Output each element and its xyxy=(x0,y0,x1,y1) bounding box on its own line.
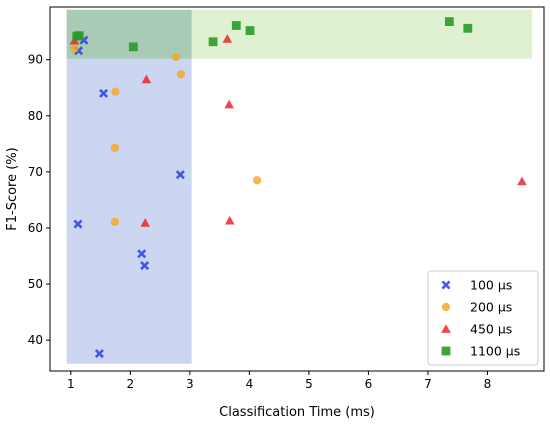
data-point xyxy=(224,99,234,109)
x-tick-label: 2 xyxy=(127,377,135,391)
x-axis-ticks: 1 2 3 4 5 6 7 8 xyxy=(67,371,491,391)
x-tick-label: 8 xyxy=(484,377,492,391)
data-point xyxy=(140,261,150,271)
data-point xyxy=(208,37,218,47)
legend-label: 1100 µs xyxy=(470,344,520,359)
legend-marker xyxy=(441,280,451,290)
data-point xyxy=(171,52,181,62)
data-point xyxy=(110,217,120,227)
data-point xyxy=(517,176,527,186)
legend-label: 100 µs xyxy=(470,278,512,293)
data-point xyxy=(140,218,151,227)
legend-label: 200 µs xyxy=(470,300,512,315)
y-tick-label: 90 xyxy=(28,53,43,67)
data-point xyxy=(94,349,104,359)
data-point xyxy=(70,44,79,53)
region-1 xyxy=(66,9,192,364)
y-tick-label: 60 xyxy=(28,221,43,235)
y-tick-label: 70 xyxy=(28,165,43,179)
data-point xyxy=(224,215,235,225)
data-point xyxy=(73,219,83,229)
data-point xyxy=(444,17,454,26)
data-point xyxy=(99,88,109,98)
legend-item-450-s: 450 µs xyxy=(441,322,512,337)
region-2 xyxy=(191,9,533,59)
region-3 xyxy=(66,9,192,59)
data-point xyxy=(175,170,185,180)
legend-marker xyxy=(441,302,451,312)
legend-box xyxy=(427,270,539,366)
series-200-s xyxy=(70,44,262,227)
data-point xyxy=(128,42,138,52)
data-point xyxy=(74,31,84,41)
data-point xyxy=(110,143,120,152)
data-point xyxy=(222,34,233,43)
x-tick-label: 6 xyxy=(365,377,373,391)
data-points xyxy=(69,17,527,359)
x-axis-label: Classification Time (ms) xyxy=(219,405,375,420)
legend-item-200-s: 200 µs xyxy=(441,300,512,315)
plot-frame xyxy=(49,6,545,372)
x-tick-label: 3 xyxy=(186,377,194,391)
data-point xyxy=(141,74,152,84)
data-point xyxy=(463,23,473,33)
legend-marker xyxy=(441,324,451,333)
legend-item-100-s: 100 µs xyxy=(441,278,512,293)
data-point xyxy=(245,26,255,35)
legend-item-1100-s: 1100 µs xyxy=(441,344,520,359)
y-axis-label: F1-Score (%) xyxy=(5,147,20,230)
y-tick-label: 50 xyxy=(28,277,43,291)
y-tick-label: 40 xyxy=(28,333,43,347)
legend-label: 450 µs xyxy=(470,322,512,337)
x-tick-label: 7 xyxy=(424,377,432,391)
data-point xyxy=(111,87,120,96)
highlight-regions xyxy=(66,9,533,364)
x-tick-label: 5 xyxy=(305,377,313,391)
legend: 100 µs 200 µs 450 µs 1100 µs xyxy=(427,270,539,366)
series-1100-s xyxy=(72,17,473,52)
data-point xyxy=(137,249,147,259)
y-axis-ticks: 40 50 60 70 80 90 xyxy=(28,53,50,347)
legend-marker xyxy=(441,346,451,356)
data-point xyxy=(231,21,241,30)
x-tick-label: 4 xyxy=(246,377,254,391)
data-point xyxy=(176,70,186,79)
y-tick-label: 80 xyxy=(28,109,43,123)
x-tick-label: 1 xyxy=(67,377,75,391)
data-point xyxy=(252,176,262,185)
